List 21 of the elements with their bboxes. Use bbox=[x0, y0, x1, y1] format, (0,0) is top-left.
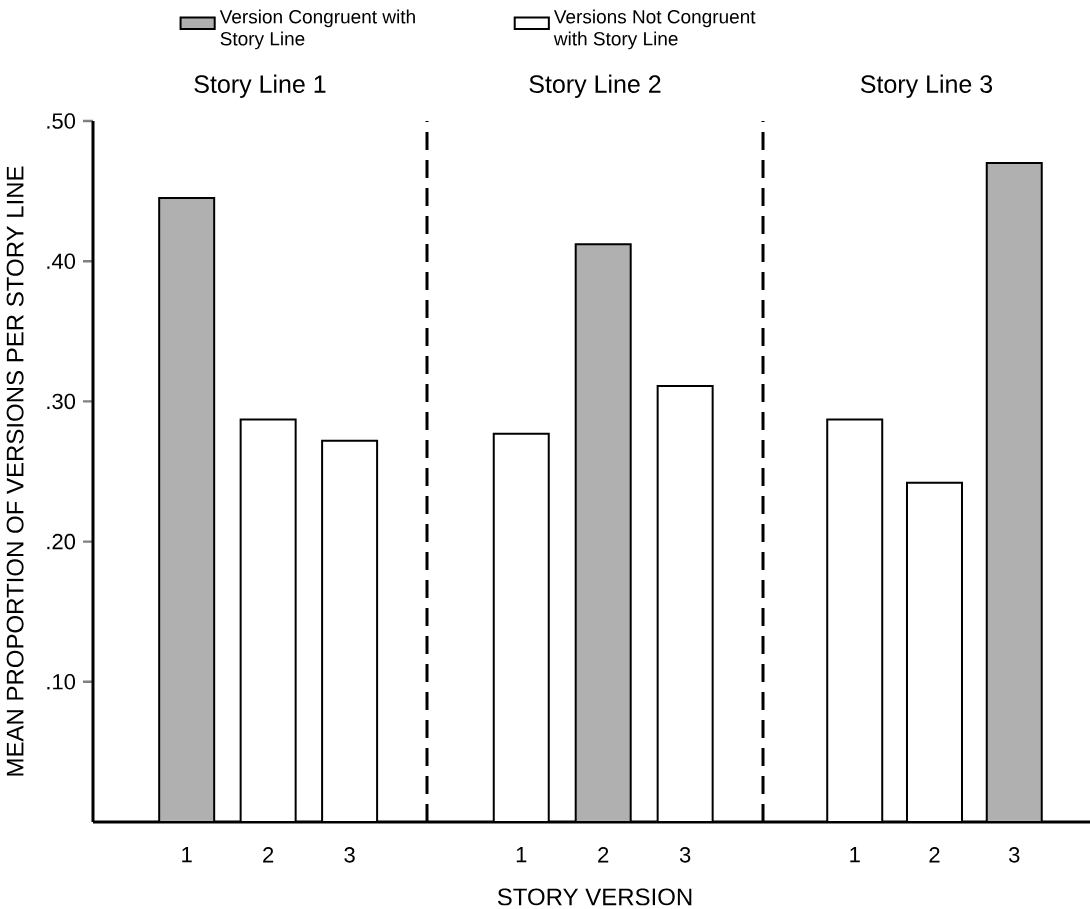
x-tick-label: 2 bbox=[598, 847, 609, 863]
x-axis-title: STORY VERSION bbox=[497, 888, 692, 906]
y-tick-label: .10 bbox=[47, 674, 76, 690]
y-tick-label: .30 bbox=[47, 393, 76, 410]
y-tick-label: .40 bbox=[47, 253, 76, 269]
y-tick-label: .50 bbox=[47, 113, 76, 129]
x-tick-label: 3 bbox=[344, 847, 355, 863]
chart-title: Story Line 1 bbox=[194, 74, 326, 98]
legend-label: Version Congruent with Story Line bbox=[219, 9, 415, 50]
chart-title: Story Line 2 bbox=[529, 74, 661, 98]
x-tick-label: 3 bbox=[679, 847, 691, 863]
x-tick-label: 1 bbox=[516, 847, 527, 863]
legend-label: Versions Not Congruent with Story Line bbox=[553, 9, 756, 50]
x-tick-label: 3 bbox=[1008, 847, 1020, 863]
chart-title: Story Line 3 bbox=[860, 74, 993, 98]
y-tick-label: .20 bbox=[47, 533, 76, 550]
y-axis-title: MEAN PROPORTION OF VERSIONS PER STORY LINE bbox=[6, 166, 24, 776]
x-tick-label: 2 bbox=[929, 847, 940, 863]
x-tick-label: 2 bbox=[263, 847, 274, 863]
x-tick-label: 1 bbox=[182, 847, 192, 863]
x-tick-label: 1 bbox=[850, 847, 860, 863]
